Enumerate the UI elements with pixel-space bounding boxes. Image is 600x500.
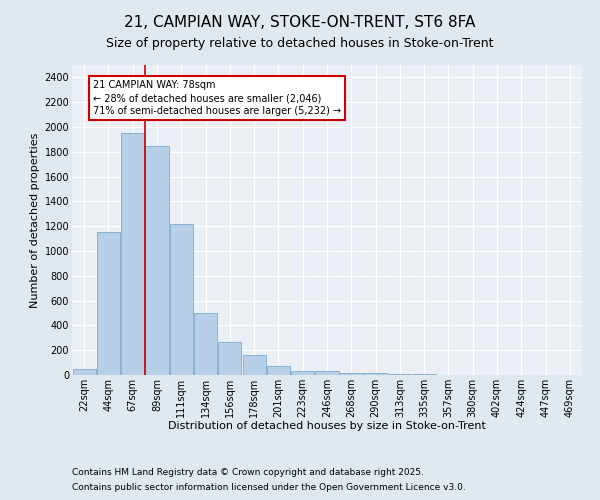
Y-axis label: Number of detached properties: Number of detached properties bbox=[31, 132, 40, 308]
Bar bbox=[218, 342, 241, 375]
Bar bbox=[413, 374, 436, 375]
Text: Contains HM Land Registry data © Crown copyright and database right 2025.: Contains HM Land Registry data © Crown c… bbox=[72, 468, 424, 477]
Text: 21, CAMPIAN WAY, STOKE-ON-TRENT, ST6 8FA: 21, CAMPIAN WAY, STOKE-ON-TRENT, ST6 8FA bbox=[124, 15, 476, 30]
Bar bbox=[340, 372, 363, 375]
Bar bbox=[316, 372, 338, 375]
Bar bbox=[291, 372, 314, 375]
Text: 21 CAMPIAN WAY: 78sqm
← 28% of detached houses are smaller (2,046)
71% of semi-d: 21 CAMPIAN WAY: 78sqm ← 28% of detached … bbox=[92, 80, 341, 116]
Bar bbox=[267, 366, 290, 375]
Bar bbox=[194, 313, 217, 375]
Bar bbox=[73, 369, 95, 375]
Bar bbox=[121, 133, 144, 375]
X-axis label: Distribution of detached houses by size in Stoke-on-Trent: Distribution of detached houses by size … bbox=[168, 422, 486, 432]
Bar bbox=[388, 374, 412, 375]
Bar bbox=[170, 224, 193, 375]
Bar bbox=[242, 355, 266, 375]
Bar bbox=[364, 373, 387, 375]
Text: Contains public sector information licensed under the Open Government Licence v3: Contains public sector information licen… bbox=[72, 483, 466, 492]
Text: Size of property relative to detached houses in Stoke-on-Trent: Size of property relative to detached ho… bbox=[106, 38, 494, 51]
Bar bbox=[145, 146, 169, 375]
Bar bbox=[97, 232, 120, 375]
